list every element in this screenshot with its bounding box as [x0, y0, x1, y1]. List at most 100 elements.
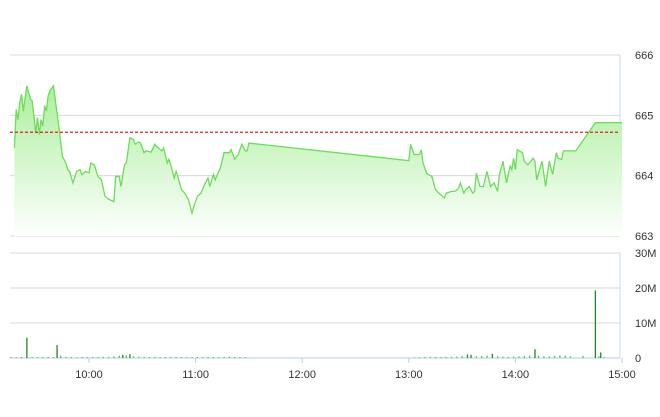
volume-bar — [461, 355, 463, 358]
volume-bar — [154, 356, 156, 358]
volume-bar — [600, 352, 602, 358]
price-area — [14, 85, 622, 236]
volume-bar — [543, 356, 545, 358]
volume-bar — [481, 355, 483, 358]
volume-bar — [491, 353, 494, 358]
volume-bar — [180, 357, 183, 358]
volume-bar — [65, 356, 67, 358]
volume-bar — [466, 354, 469, 358]
volume-bar — [196, 356, 199, 358]
volume-bar — [513, 356, 515, 358]
volume-bar — [97, 357, 99, 358]
volume-bar — [534, 349, 536, 358]
volume-tick-label: 30M — [635, 248, 656, 260]
volume-bar — [170, 357, 172, 358]
volume-bar — [47, 356, 49, 358]
volume-bar — [102, 356, 104, 358]
volume-bar — [26, 337, 28, 358]
volume-bar — [113, 356, 115, 358]
volume-bar — [475, 356, 478, 358]
volume-bar — [15, 357, 17, 358]
volume-bar — [497, 356, 499, 358]
volume-bar — [91, 356, 94, 358]
volume-grid — [10, 252, 621, 359]
volume-bar — [507, 356, 509, 358]
volume-bar — [31, 356, 33, 358]
price-tick-label: 666 — [635, 50, 653, 62]
volume-bar — [118, 355, 120, 358]
volume-bar — [564, 355, 566, 358]
volume-bar — [107, 356, 110, 358]
volume-bar — [129, 354, 131, 358]
volume-bar — [138, 356, 140, 358]
volume-bar — [223, 356, 225, 358]
volume-bar — [52, 357, 55, 358]
volume-tick-label: 10M — [635, 318, 656, 330]
volume-tick-label: 0 — [635, 353, 641, 365]
price-y-axis: 666 665 664 663 — [635, 50, 653, 243]
time-x-axis: 10:00 11:00 12:00 13:00 14:00 15:00 — [75, 358, 636, 381]
volume-bar — [175, 356, 177, 358]
volume-bar — [582, 355, 584, 358]
price-tick-label: 664 — [635, 171, 653, 183]
volume-bar — [148, 356, 151, 358]
volume-bar — [553, 355, 556, 358]
volume-bar — [244, 357, 247, 358]
volume-bar — [143, 356, 145, 358]
volume-bar — [529, 355, 531, 358]
x-tick-label: 11:00 — [182, 369, 209, 381]
volume-bar — [191, 357, 193, 358]
volume-bar — [59, 355, 62, 358]
x-tick-label: 13:00 — [395, 369, 423, 381]
price-tick-label: 665 — [635, 110, 653, 122]
volume-bar — [164, 356, 167, 358]
volume-bar — [218, 357, 220, 358]
volume-bar — [450, 356, 453, 358]
price-tick-label: 663 — [635, 231, 653, 243]
x-tick-label: 10:00 — [75, 369, 103, 381]
volume-bar — [429, 356, 431, 358]
volume-bar — [434, 356, 437, 358]
volume-bar — [36, 357, 39, 358]
volume-bar — [523, 355, 525, 358]
volume-bar — [424, 356, 426, 358]
volume-bar — [234, 356, 236, 358]
volume-bar — [456, 356, 458, 358]
volume-bar — [86, 357, 88, 358]
volume-bar — [125, 355, 128, 358]
x-tick-label: 15:00 — [608, 369, 636, 381]
volume-bar — [207, 356, 209, 358]
volume-bar — [10, 356, 12, 358]
volume-bar — [486, 355, 488, 358]
volume-bar — [70, 356, 72, 358]
volume-bar — [418, 357, 421, 358]
volume-y-axis: 30M 20M 10M 0 — [635, 248, 656, 365]
volume-bar — [75, 357, 78, 358]
volume-bar — [603, 356, 605, 358]
volume-bar — [548, 356, 550, 358]
volume-bar — [598, 356, 600, 358]
volume-bar — [132, 356, 135, 358]
volume-bar — [239, 356, 241, 358]
volume-bar — [569, 356, 572, 358]
volume-bar — [159, 357, 161, 358]
volume-bar — [440, 357, 442, 358]
volume-tick-label: 20M — [635, 283, 656, 295]
volume-bar — [413, 357, 415, 359]
volume-bar — [445, 356, 447, 358]
volume-bars — [10, 290, 605, 359]
price-line — [13, 84, 622, 216]
volume-bar — [186, 357, 188, 359]
volume-bar — [502, 356, 504, 358]
volume-bar — [518, 356, 520, 358]
volume-bar — [559, 355, 561, 358]
volume-bar — [228, 356, 231, 358]
volume-bar — [594, 290, 597, 358]
volume-bar — [122, 354, 124, 358]
volume-bar — [81, 356, 83, 358]
volume-bar — [537, 355, 540, 358]
x-tick-label: 14:00 — [502, 369, 530, 381]
x-tick-label: 12:00 — [288, 369, 316, 381]
volume-bar — [20, 356, 23, 358]
